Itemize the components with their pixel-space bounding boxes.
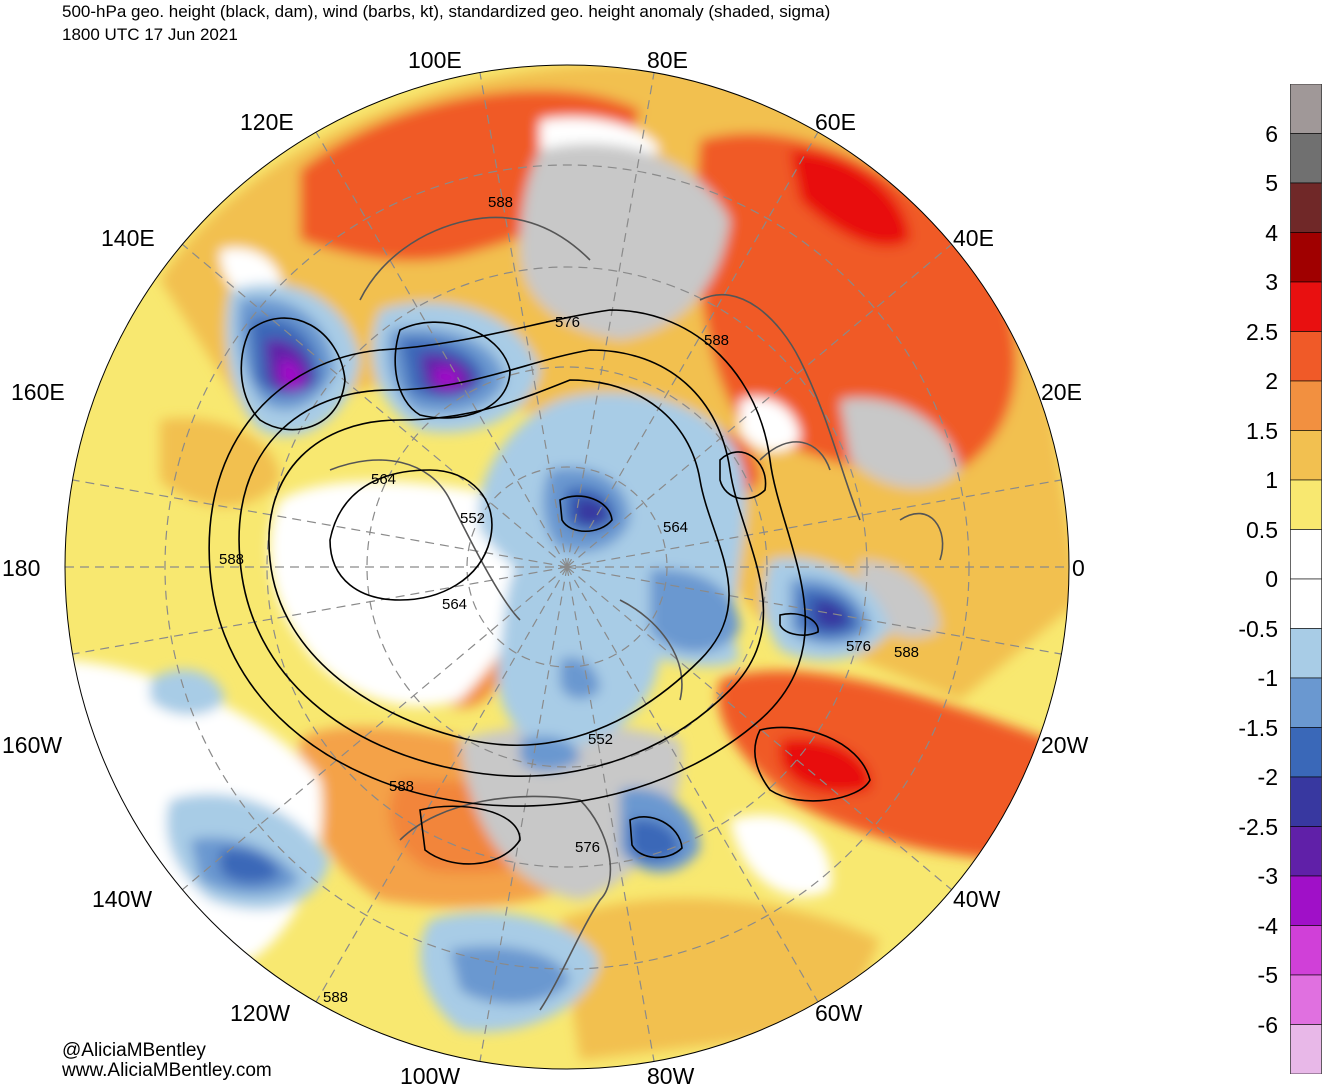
lon-label-140w: 140W	[92, 886, 152, 912]
contour-label: 588	[894, 644, 919, 661]
lon-label-80w: 80W	[647, 1063, 695, 1086]
lon-label-160w: 160W	[2, 732, 62, 758]
lon-label-140e: 140E	[101, 225, 155, 251]
lon-label-0: 0	[1072, 555, 1085, 581]
lon-label-100e: 100E	[408, 47, 462, 73]
lon-label-40w: 40W	[953, 886, 1001, 912]
contour-label: 576	[555, 314, 580, 331]
height-contours	[208, 309, 871, 865]
contour-label: 576	[575, 839, 600, 856]
colorbar-label: -2	[1257, 764, 1278, 790]
colorbar-label: 3	[1265, 269, 1278, 295]
lon-label-20w: 20W	[1041, 732, 1089, 758]
colorbar-swatch	[1290, 182, 1322, 233]
lon-label-80e: 80E	[647, 47, 688, 73]
lon-label-40e: 40E	[953, 225, 994, 251]
contour-label: 564	[663, 519, 688, 536]
contour-label: 552	[588, 731, 613, 748]
lon-label-100w: 100W	[400, 1063, 460, 1086]
colorbar-label: 1	[1265, 467, 1278, 493]
longitude-labels: 100E 80E 120E 60E 140E 40E 160E 20E 180 …	[2, 47, 1089, 1086]
lon-label-60e: 60E	[815, 109, 856, 135]
colorbar-swatch	[1290, 529, 1322, 580]
contour-label: 552	[460, 510, 485, 527]
colorbar-label: -4	[1257, 912, 1278, 939]
lon-label-160e: 160E	[11, 379, 65, 405]
lon-label-120e: 120E	[240, 109, 294, 135]
colorbar-label: 6	[1265, 120, 1278, 147]
colorbar-swatch	[1290, 628, 1322, 679]
colorbar-label: 2	[1265, 368, 1278, 394]
contour-label: 588	[219, 551, 244, 568]
colorbar-swatch	[1290, 84, 1322, 134]
credit-handle: @AliciaMBentley	[62, 1040, 206, 1061]
contour-labels: 588 576 588 564 552 588 564 564 576 588 …	[219, 194, 919, 1006]
colorbar-label: -1.5	[1238, 714, 1278, 741]
lon-label-120w: 120W	[230, 1000, 290, 1026]
map-valid-time: 1800 UTC 17 Jun 2021	[62, 25, 238, 44]
colorbar-swatch	[1290, 479, 1322, 530]
contour-label: 588	[323, 989, 348, 1006]
contour-label: 564	[371, 471, 396, 488]
colorbar-label: -2.5	[1238, 813, 1278, 840]
colorbar-swatch	[1290, 875, 1322, 926]
colorbar-swatch	[1290, 578, 1322, 629]
colorbar-swatch	[1290, 826, 1322, 877]
colorbar-label: -0.5	[1238, 615, 1278, 642]
colorbar-swatch	[1290, 727, 1322, 778]
lon-label-60w: 60W	[815, 1000, 863, 1026]
contour-label: 576	[846, 638, 871, 655]
colorbar-swatch	[1290, 925, 1322, 976]
colorbar-label: 0.5	[1246, 516, 1278, 543]
credit-url: www.AliciaMBentley.com	[62, 1060, 272, 1081]
lon-label-180: 180	[2, 555, 40, 581]
colorbar-label: 0	[1265, 566, 1278, 592]
colorbar-label: 5	[1265, 170, 1278, 196]
graticule	[65, 72, 1069, 1062]
colorbar-label: 4	[1265, 219, 1278, 246]
lon-label-20e: 20E	[1041, 379, 1082, 405]
coastlines	[329, 216, 944, 1011]
contour-label: 588	[488, 194, 513, 211]
map-title: 500-hPa geo. height (black, dam), wind (…	[62, 2, 831, 21]
colorbar-swatch	[1290, 1024, 1322, 1074]
colorbar-swatch	[1290, 776, 1322, 827]
colorbar-swatch	[1290, 677, 1322, 728]
colorbar-label: 2.5	[1246, 318, 1278, 345]
contour-label: 564	[442, 596, 467, 613]
colorbar-label: 1.5	[1246, 417, 1278, 444]
colorbar-label: -1	[1257, 665, 1278, 691]
colorbar-swatch	[1290, 430, 1322, 481]
colorbar	[1290, 84, 1322, 1074]
contour-label: 588	[389, 778, 414, 795]
map-boundary	[64, 64, 1070, 1070]
colorbar-swatch	[1290, 380, 1322, 431]
colorbar-swatch	[1290, 133, 1322, 184]
colorbar-label: -5	[1257, 962, 1278, 988]
colorbar-swatch	[1290, 974, 1322, 1025]
colorbar-label: -6	[1257, 1011, 1278, 1038]
colorbar-swatch	[1290, 331, 1322, 382]
colorbar-swatch	[1290, 232, 1322, 283]
colorbar-swatch	[1290, 281, 1322, 332]
colorbar-label: -3	[1257, 863, 1278, 889]
contour-label: 588	[704, 332, 729, 349]
